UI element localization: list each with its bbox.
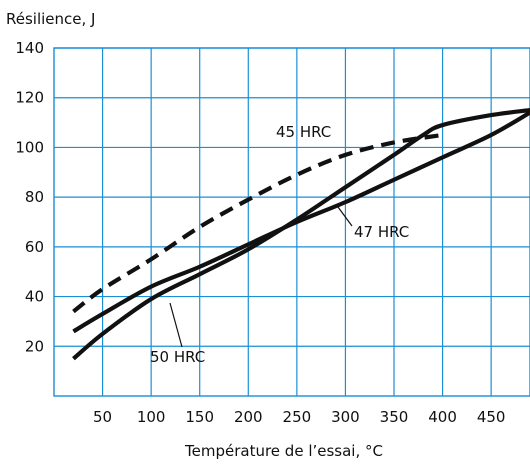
y-tick-80: 80 bbox=[25, 188, 44, 206]
plot-frame bbox=[53, 47, 530, 397]
series-line-45-hrc bbox=[72, 132, 443, 314]
y-tick-120: 120 bbox=[15, 89, 44, 107]
x-tick-100: 100 bbox=[137, 408, 166, 426]
x-tick-400: 400 bbox=[428, 408, 457, 426]
leader-line-47-hrc bbox=[337, 206, 353, 227]
y-tick-labels: 20 40 60 80 100 120 140 bbox=[15, 39, 44, 355]
y-tick-140: 140 bbox=[15, 39, 44, 57]
y-tick-40: 40 bbox=[25, 288, 44, 306]
x-tick-350: 350 bbox=[380, 408, 409, 426]
series-label-47-hrc: 47 HRC bbox=[354, 223, 409, 241]
series-line-50-hrc bbox=[72, 108, 530, 361]
y-tick-20: 20 bbox=[25, 337, 44, 355]
x-axis-title: Température de l’essai, °C bbox=[184, 442, 383, 460]
leader-line-50-hrc bbox=[169, 302, 183, 348]
x-tick-200: 200 bbox=[234, 408, 263, 426]
series-label-50-hrc: 50 HRC bbox=[150, 348, 205, 366]
x-tick-450: 450 bbox=[477, 408, 506, 426]
x-tick-150: 150 bbox=[185, 408, 214, 426]
series-label-45-hrc: 45 HRC bbox=[276, 123, 331, 141]
series-line-47-hrc bbox=[72, 110, 530, 334]
x-tick-50: 50 bbox=[93, 408, 112, 426]
y-tick-60: 60 bbox=[25, 238, 44, 256]
series-labels: 45 HRC 47 HRC 50 HRC bbox=[150, 123, 409, 366]
x-tick-labels: 50 100 150 200 250 300 350 400 450 bbox=[93, 408, 505, 426]
x-tick-250: 250 bbox=[283, 408, 312, 426]
y-tick-100: 100 bbox=[15, 138, 44, 156]
series-lines bbox=[72, 108, 530, 361]
y-axis-title: Résilience, J bbox=[6, 10, 95, 28]
x-tick-300: 300 bbox=[331, 408, 360, 426]
